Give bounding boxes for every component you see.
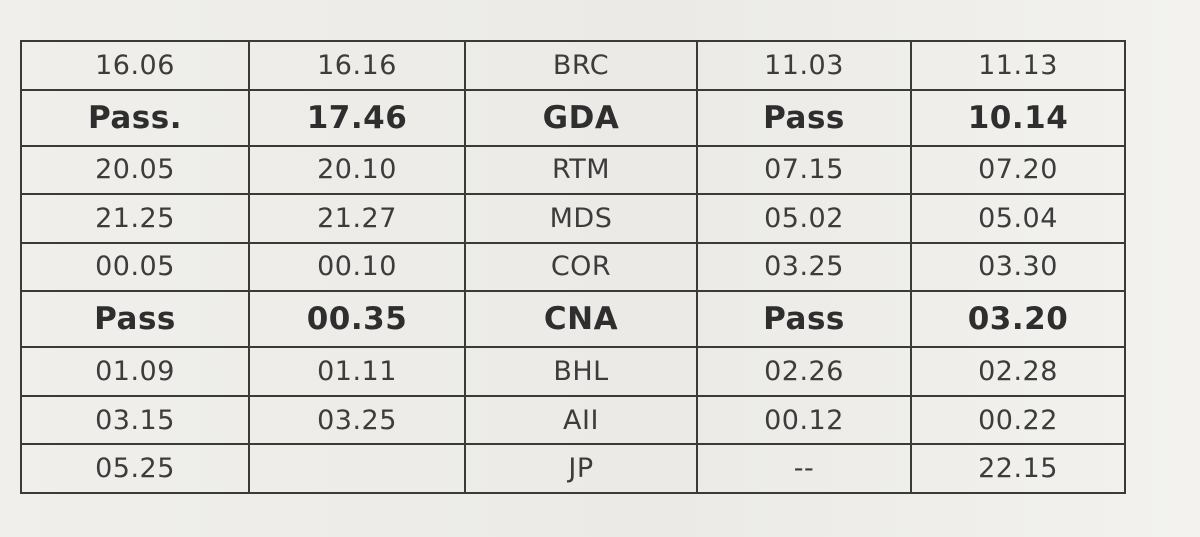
table-cell: 16.16	[248, 40, 466, 91]
station-code-cell: AII	[464, 394, 698, 446]
station-code-cell: BHL	[464, 346, 698, 397]
timetable: 16.06 16.16 BRC 11.03 11.13 Pass. 17.46 …	[20, 40, 1126, 494]
table-cell: 07.15	[696, 144, 912, 196]
table-row: 03.15 03.25 AII 00.12 00.22	[20, 394, 1126, 446]
table-cell: 02.26	[696, 346, 912, 397]
table-row: 00.05 00.10 COR 03.25 03.30	[20, 241, 1126, 293]
table-cell: 22.15	[910, 443, 1126, 494]
timetable-body: 16.06 16.16 BRC 11.03 11.13 Pass. 17.46 …	[20, 40, 1126, 494]
table-row: 20.05 20.10 RTM 07.15 07.20	[20, 144, 1126, 196]
station-code-cell: MDS	[464, 193, 698, 244]
table-cell: 17.46	[248, 88, 466, 147]
station-code-cell: BRC	[464, 40, 698, 91]
table-cell: 00.12	[696, 394, 912, 446]
table-cell: Pass	[696, 88, 912, 147]
table-cell: 01.11	[248, 346, 466, 397]
table-row: 21.25 21.27 MDS 05.02 05.04	[20, 193, 1126, 244]
table-row: 05.25 JP -- 22.15	[20, 443, 1126, 494]
table-cell: 00.22	[910, 394, 1126, 446]
table-cell: Pass.	[20, 88, 250, 147]
table-cell: 20.10	[248, 144, 466, 196]
table-cell: 03.15	[20, 394, 250, 446]
table-row: Pass. 17.46 GDA Pass 10.14	[20, 88, 1126, 147]
table-cell: 03.25	[248, 394, 466, 446]
table-cell: 05.02	[696, 193, 912, 244]
table-cell: 03.30	[910, 241, 1126, 293]
table-cell: 05.25	[20, 443, 250, 494]
station-code-cell: GDA	[464, 88, 698, 147]
table-row: 01.09 01.11 BHL 02.26 02.28	[20, 346, 1126, 397]
station-code-cell: CNA	[464, 290, 698, 349]
table-row: Pass 00.35 CNA Pass 03.20	[20, 290, 1126, 349]
table-cell: 11.03	[696, 40, 912, 91]
table-cell: 05.04	[910, 193, 1126, 244]
table-cell: 11.13	[910, 40, 1126, 91]
table-cell: 21.25	[20, 193, 250, 244]
table-cell: 10.14	[910, 88, 1126, 147]
table-cell: 21.27	[248, 193, 466, 244]
station-code-cell: COR	[464, 241, 698, 293]
table-cell: 16.06	[20, 40, 250, 91]
table-cell: 02.28	[910, 346, 1126, 397]
table-cell	[248, 443, 466, 494]
table-cell: 01.09	[20, 346, 250, 397]
table-cell: 20.05	[20, 144, 250, 196]
table-row: 16.06 16.16 BRC 11.03 11.13	[20, 40, 1126, 91]
station-code-cell: RTM	[464, 144, 698, 196]
table-cell: 03.25	[696, 241, 912, 293]
table-cell: 00.35	[248, 290, 466, 349]
table-cell: Pass	[20, 290, 250, 349]
station-code-cell: JP	[464, 443, 698, 494]
table-cell: 03.20	[910, 290, 1126, 349]
table-cell: 07.20	[910, 144, 1126, 196]
table-cell: Pass	[696, 290, 912, 349]
table-cell: 00.10	[248, 241, 466, 293]
table-cell: 00.05	[20, 241, 250, 293]
table-cell: --	[696, 443, 912, 494]
